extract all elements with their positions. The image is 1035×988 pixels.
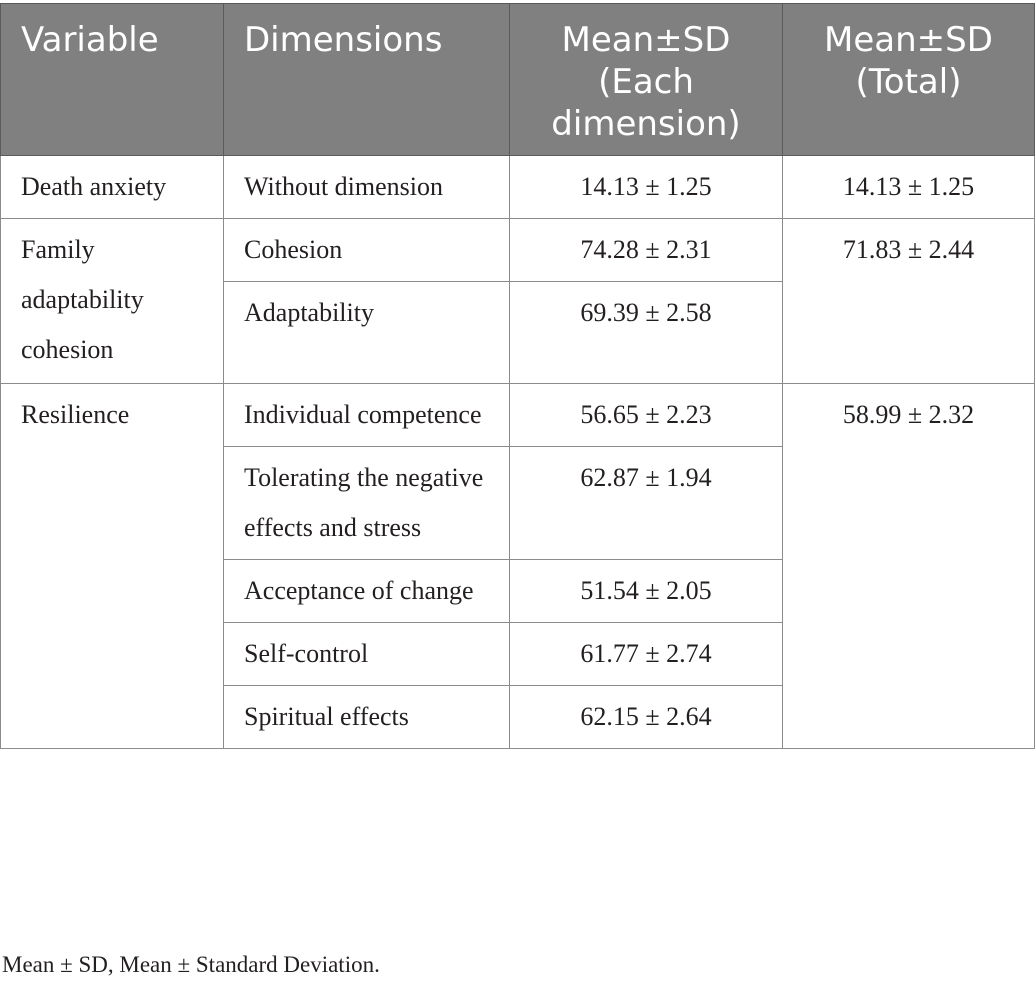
dimension-mean-sd-cell: 56.65 ± 2.23 [509, 383, 783, 447]
table-header-row: Variable Dimensions Mean±SD (Each dimens… [0, 3, 1035, 156]
table-row: Family adaptability cohesion Cohesion 74… [0, 218, 1035, 384]
header-mean-sd-each: Mean±SD (Each dimension) [509, 3, 783, 156]
dimension-mean-sd-cell: 74.28 ± 2.31 [509, 218, 783, 282]
dimension-mean-sd-cell: 61.77 ± 2.74 [509, 622, 783, 686]
dimension-mean-sd-cell: 14.13 ± 1.25 [509, 155, 783, 219]
table-row: Death anxiety Without dimension 14.13 ± … [0, 155, 1035, 219]
dimension-cell: Individual competence [223, 383, 510, 447]
total-mean-sd-cell: 71.83 ± 2.44 [782, 218, 1035, 384]
table-row: Acceptance of change 51.54 ± 2.05 [1, 559, 1035, 623]
dimension-cell: Tolerating the negative effects and stre… [223, 446, 510, 560]
dimension-cell: Without dimension [223, 155, 510, 219]
header-variable: Variable [0, 3, 224, 156]
table-row: Resilience Individual competence 56.65 ±… [0, 383, 1035, 749]
dimension-mean-sd-cell: 51.54 ± 2.05 [509, 559, 783, 623]
table-row: Self-control 61.77 ± 2.74 [1, 622, 1035, 686]
dimension-cell: Acceptance of change [223, 559, 510, 623]
statistics-table: Variable Dimensions Mean±SD (Each dimens… [0, 3, 1035, 749]
variable-cell: Death anxiety [0, 155, 224, 219]
table-row: Adaptability 69.39 ± 2.58 [1, 281, 1035, 384]
table-row: Spiritual effects 62.15 ± 2.64 [1, 685, 1035, 749]
dimension-cell: Self-control [223, 622, 510, 686]
table-row: Tolerating the negative effects and stre… [1, 446, 1035, 560]
dimension-mean-sd-cell: 62.87 ± 1.94 [509, 446, 783, 560]
dimension-mean-sd-cell: 62.15 ± 2.64 [509, 685, 783, 749]
table-footnote: Mean ± SD, Mean ± Standard Deviation. [2, 952, 380, 977]
dimension-mean-sd-cell: 69.39 ± 2.58 [509, 281, 783, 384]
total-mean-sd-cell: 14.13 ± 1.25 [782, 155, 1035, 219]
dimension-cell: Adaptability [223, 281, 510, 384]
variable-cell: Family adaptability cohesion [0, 218, 224, 384]
variable-cell: Resilience [0, 383, 224, 749]
dimension-cell: Spiritual effects [223, 685, 510, 749]
dimension-cell: Cohesion [223, 218, 510, 282]
header-mean-sd-total: Mean±SD (Total) [782, 3, 1035, 156]
header-dimensions: Dimensions [223, 3, 510, 156]
total-mean-sd-cell: 58.99 ± 2.32 [782, 383, 1035, 749]
